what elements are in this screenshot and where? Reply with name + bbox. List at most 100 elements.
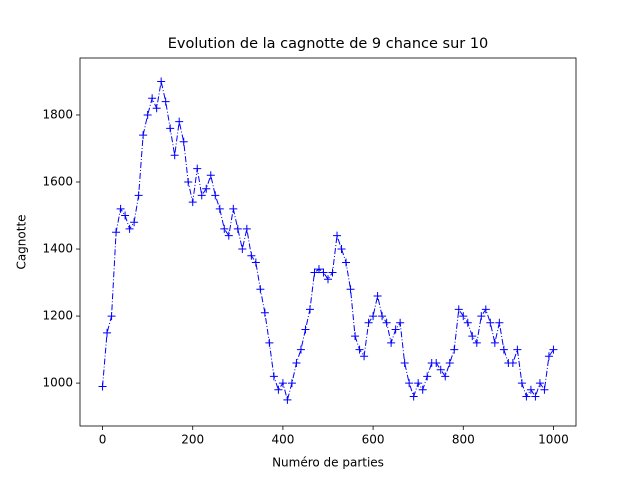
data-point xyxy=(396,318,405,327)
data-point xyxy=(184,178,193,187)
axes-frame xyxy=(79,57,577,427)
data-point xyxy=(499,345,508,354)
data-point xyxy=(247,251,256,260)
data-point xyxy=(535,379,544,388)
data-point xyxy=(103,328,112,337)
data-point xyxy=(314,265,323,274)
data-point xyxy=(143,110,152,119)
y-tick-label: 1800 xyxy=(42,107,73,121)
data-point xyxy=(540,385,549,394)
data-point xyxy=(157,77,166,86)
data-point xyxy=(400,358,409,367)
data-point xyxy=(364,318,373,327)
data-point xyxy=(269,372,278,381)
data-point xyxy=(107,312,116,321)
data-point xyxy=(369,312,378,321)
data-point xyxy=(378,312,387,321)
x-tick-label: 600 xyxy=(362,433,385,447)
data-point xyxy=(513,345,522,354)
data-point xyxy=(215,204,224,213)
data-point xyxy=(468,332,477,341)
data-point xyxy=(211,191,220,200)
data-point xyxy=(355,345,364,354)
x-tick-label: 1000 xyxy=(538,433,569,447)
data-point xyxy=(121,211,130,220)
data-point xyxy=(134,191,143,200)
data-point xyxy=(229,204,238,213)
y-tick-label: 1600 xyxy=(42,175,73,189)
data-point xyxy=(319,268,328,277)
x-axis-label: Numéro de parties xyxy=(272,456,384,470)
data-point xyxy=(251,258,260,267)
x-tick-label: 800 xyxy=(452,433,475,447)
y-axis-label: Cagnotte xyxy=(15,214,29,269)
data-point xyxy=(310,268,319,277)
data-line xyxy=(102,81,554,402)
data-point xyxy=(346,285,355,294)
data-point xyxy=(152,104,161,113)
data-point xyxy=(292,358,301,367)
data-point xyxy=(197,191,206,200)
data-point xyxy=(283,395,292,404)
data-point xyxy=(98,382,107,391)
data-point xyxy=(387,338,396,347)
data-point xyxy=(333,231,342,240)
data-point xyxy=(337,245,346,254)
data-point xyxy=(450,345,459,354)
data-point xyxy=(238,245,247,254)
data-point xyxy=(441,372,450,381)
data-point xyxy=(242,224,251,233)
data-point xyxy=(360,352,369,361)
data-point xyxy=(472,338,481,347)
data-point xyxy=(409,392,418,401)
data-point xyxy=(202,184,211,193)
data-point xyxy=(193,164,202,173)
y-tick-label: 1200 xyxy=(42,309,73,323)
data-point xyxy=(148,94,157,103)
data-point xyxy=(188,198,197,207)
data-point xyxy=(301,325,310,334)
data-point xyxy=(139,131,148,140)
y-tick-label: 1000 xyxy=(42,376,73,390)
data-point xyxy=(459,312,468,321)
y-tick-label: 1400 xyxy=(42,242,73,256)
data-point xyxy=(296,345,305,354)
data-point xyxy=(175,117,184,126)
data-point xyxy=(490,338,499,347)
data-point xyxy=(423,372,432,381)
data-point xyxy=(517,379,526,388)
data-point xyxy=(522,392,531,401)
data-point xyxy=(130,218,139,227)
data-point xyxy=(206,171,215,180)
data-point xyxy=(436,365,445,374)
data-point xyxy=(526,385,535,394)
x-tick-label: 200 xyxy=(181,433,204,447)
data-point xyxy=(256,285,265,294)
data-point xyxy=(418,385,427,394)
data-point xyxy=(508,358,517,367)
data-point xyxy=(233,224,242,233)
data-point xyxy=(351,332,360,341)
data-point xyxy=(260,308,269,317)
data-point xyxy=(463,318,472,327)
data-point xyxy=(224,231,233,240)
data-point xyxy=(116,204,125,213)
data-point xyxy=(342,258,351,267)
data-point xyxy=(287,379,296,388)
data-point xyxy=(170,151,179,160)
data-point xyxy=(454,305,463,314)
data-point xyxy=(382,318,391,327)
data-point xyxy=(414,379,423,388)
data-point xyxy=(265,338,274,347)
data-point xyxy=(274,385,283,394)
data-point xyxy=(161,97,170,106)
x-tick-label: 400 xyxy=(271,433,294,447)
data-point xyxy=(477,312,486,321)
data-point xyxy=(495,318,504,327)
x-tick-label: 0 xyxy=(99,433,107,447)
data-point xyxy=(328,268,337,277)
data-point xyxy=(305,305,314,314)
data-point xyxy=(445,358,454,367)
